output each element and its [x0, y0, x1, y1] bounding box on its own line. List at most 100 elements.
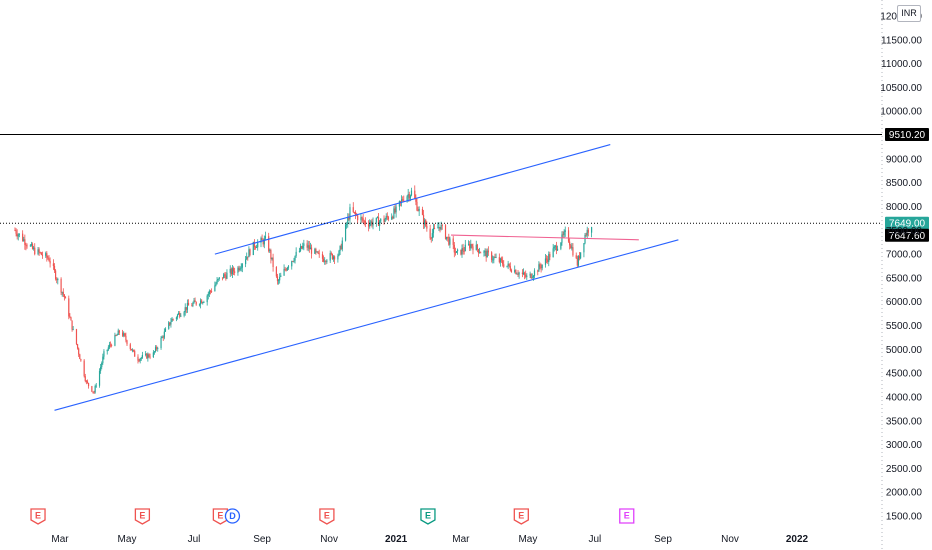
- candle-body: [195, 301, 197, 305]
- candle-body: [294, 255, 296, 261]
- candle-body: [154, 347, 157, 352]
- candle-body: [517, 273, 519, 275]
- candle-body: [379, 221, 381, 226]
- candle-body: [148, 354, 150, 357]
- candle-body: [203, 302, 205, 303]
- candle-body: [433, 227, 436, 229]
- currency-badge[interactable]: INR: [897, 5, 921, 22]
- candle-body: [570, 245, 572, 249]
- candle-body: [183, 312, 185, 316]
- earnings-marker[interactable]: [513, 508, 529, 525]
- candle-body: [376, 217, 379, 218]
- candle-body: [357, 215, 359, 221]
- candle-body: [326, 260, 328, 262]
- candle-body: [18, 233, 20, 235]
- candle-body: [261, 238, 263, 241]
- candle-body: [452, 238, 454, 245]
- candle-body: [37, 249, 39, 255]
- candle-body: [399, 201, 402, 202]
- x-tick-label: Sep: [654, 534, 672, 545]
- candle-body: [462, 248, 464, 251]
- candle-body: [572, 247, 574, 256]
- channel-lower-trendline[interactable]: [54, 239, 679, 411]
- candle-body: [467, 243, 470, 245]
- candle-body: [409, 195, 411, 199]
- candle-body: [175, 317, 178, 320]
- dividend-marker[interactable]: [224, 508, 241, 524]
- x-tick-label: Mar: [452, 534, 470, 545]
- candle-body: [447, 236, 449, 238]
- earnings-marker[interactable]: [619, 508, 635, 524]
- candle-body: [415, 198, 417, 202]
- candle-body: [25, 244, 27, 246]
- candle-body: [293, 260, 295, 262]
- candle-body: [295, 251, 297, 256]
- candle-body: [153, 351, 156, 353]
- x-tick-label: Mar: [51, 534, 69, 545]
- candle-body: [270, 250, 272, 260]
- candle-body: [500, 258, 503, 261]
- candle-body: [139, 358, 141, 361]
- channel-upper-trendline[interactable]: [214, 144, 611, 255]
- candle-body: [94, 385, 96, 393]
- candle-body: [372, 222, 374, 226]
- candle-body: [231, 268, 234, 275]
- candle-body: [277, 280, 280, 282]
- candle-body: [253, 241, 256, 247]
- candle-body: [106, 349, 108, 352]
- candle-body: [132, 349, 135, 351]
- resistance-trendline[interactable]: [451, 234, 639, 241]
- candle-body: [377, 217, 380, 226]
- candle-body: [22, 233, 24, 241]
- candle-body: [46, 253, 48, 258]
- earnings-marker[interactable]: [134, 508, 151, 525]
- candle-body: [168, 322, 170, 329]
- candle-body: [564, 230, 566, 232]
- candle-body: [171, 319, 173, 322]
- time-axis[interactable]: Mar May Jul Sep Nov 2021 Mar May Jul Sep Nov 2022: [51, 534, 808, 545]
- earnings-marker[interactable]: [319, 508, 335, 525]
- candle-body: [407, 194, 409, 197]
- candle-body: [383, 218, 385, 222]
- earnings-marker[interactable]: [212, 508, 229, 525]
- earnings-marker-label: E: [425, 511, 431, 521]
- y-tick-label: 7500.00: [886, 226, 923, 237]
- candle-body: [122, 332, 124, 336]
- candle-body: [530, 273, 532, 279]
- price-tag-label: 9510.20: [889, 130, 926, 141]
- candle-body: [218, 277, 220, 279]
- candle-body: [332, 256, 335, 260]
- candle-body: [556, 248, 559, 251]
- candle-body: [162, 336, 164, 338]
- earnings-marker[interactable]: [30, 508, 46, 525]
- candle-body: [492, 259, 494, 261]
- candle-body: [126, 340, 128, 345]
- candle-body: [539, 264, 541, 267]
- candle-body: [264, 236, 266, 239]
- candle-body: [129, 344, 131, 349]
- candle-body: [438, 226, 440, 228]
- candle-body: [341, 240, 343, 250]
- candle-body: [487, 250, 489, 253]
- candle-body: [216, 280, 218, 284]
- candle-body: [576, 258, 578, 266]
- candle-body: [586, 229, 588, 236]
- candle-body: [49, 261, 51, 264]
- y-tick-label: 3500.00: [886, 416, 923, 427]
- candle-body: [57, 278, 59, 281]
- candle-body: [549, 253, 551, 258]
- candle-body: [252, 241, 254, 256]
- candle-body: [414, 190, 416, 199]
- candle-body: [63, 294, 65, 298]
- candle-body: [440, 224, 442, 230]
- candle-body: [471, 244, 473, 247]
- candle-body: [263, 238, 265, 245]
- candle-body: [552, 248, 554, 258]
- candle-body: [538, 264, 540, 272]
- earnings-marker[interactable]: [420, 508, 436, 525]
- price-axis[interactable]: 1500.00 2000.00 2500.00 3000.00 3500.00 4000.…: [880, 0, 922, 549]
- candle-body: [516, 273, 518, 275]
- earnings-marker-label: E: [139, 511, 145, 521]
- candle-body: [117, 330, 119, 335]
